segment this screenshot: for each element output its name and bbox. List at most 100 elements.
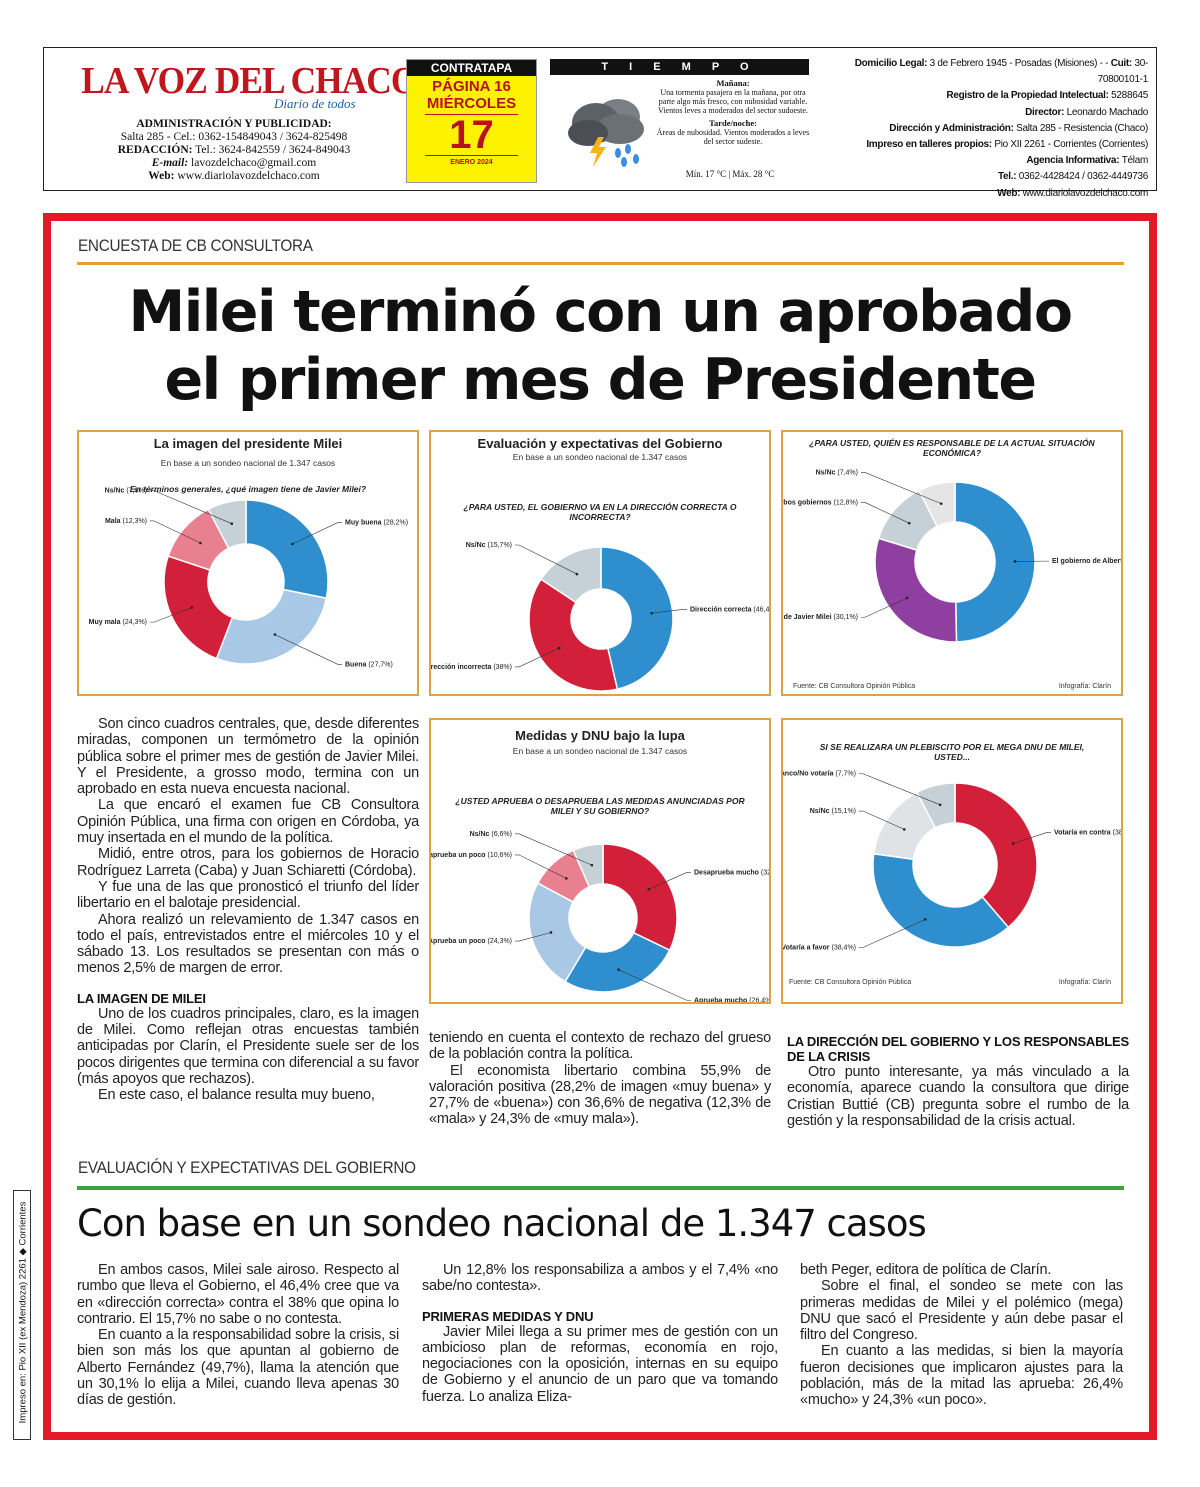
legal-value: Leonardo Machado xyxy=(1066,106,1149,118)
slice-label: Votaría en contra (38,7%) xyxy=(1054,829,1121,836)
bottom-column-1: En ambos casos, Milei sale airoso. Respe… xyxy=(77,1262,399,1409)
chart-subtitle: En base a un sondeo nacional de 1.347 ca… xyxy=(512,746,688,756)
donut-slice xyxy=(918,481,956,528)
leader-line xyxy=(651,609,687,614)
slice-label: Ns/Nc (7,4%) xyxy=(816,469,858,476)
leader-line xyxy=(515,647,560,668)
weather-forecast: Mañana: Una tormenta pasajera en la maña… xyxy=(655,78,811,147)
weather-box: T I E M P O Mañana: Una tormenta pasajer… xyxy=(550,59,809,183)
imagen-paragraphs: Uno de los cuadros principales, claro, e… xyxy=(77,1006,419,1104)
paragraph: Otro punto interesante, ya más vinculado… xyxy=(787,1064,1129,1129)
slice-label: Votaría a favor (38,4%) xyxy=(783,944,856,951)
storm-cloud-icon xyxy=(568,99,644,167)
legal-value: 30-70800101-1 xyxy=(1097,58,1149,86)
legal-label: Impreso en talleres propios: xyxy=(866,139,995,151)
col1-paragraphs: En ambos casos, Milei sale airoso. Respe… xyxy=(77,1262,399,1409)
donut-slice xyxy=(539,546,602,604)
legal-line: Agencia Informativa: Télam xyxy=(818,153,1148,169)
slice-label: Aprueba un poco (24,3%) xyxy=(431,938,512,945)
chart-title: Evaluación y expectativas del Gobierno xyxy=(477,436,723,451)
chart-panel-plebiscito: SI SE REALIZARA UN PLEBISCITO POR EL MEG… xyxy=(781,718,1123,1004)
leader-line xyxy=(515,833,593,866)
donut-slice xyxy=(207,499,247,550)
leader-dot xyxy=(190,606,194,609)
slice-label: Ns/Nc (15,1%) xyxy=(810,808,856,815)
page-number: PÁGINA 16 xyxy=(432,78,511,95)
paragraph: En este caso, el balance resulta muy bue… xyxy=(98,1087,375,1104)
kicker-rule xyxy=(77,262,1124,265)
leader-dot xyxy=(905,596,909,600)
chart-question: ¿PARA USTED, EL GOBIERNO VA EN LA DIRECC… xyxy=(463,502,737,522)
leader-line xyxy=(859,919,926,948)
slice-label: Ns/Nc (15,7%) xyxy=(466,542,512,549)
leader-dot xyxy=(199,541,202,545)
redaccion-label: REDACCIÓN: xyxy=(117,144,193,156)
email-label: E-mail: xyxy=(151,157,189,169)
slice-label: Dirección incorrecta (38%) xyxy=(431,664,512,671)
chart-question: ¿PARA USTED, QUIÉN ES RESPONSABLE DE LA … xyxy=(809,438,1095,458)
forecast-night-text: Áreas de nubosidad. Vientos moderados a … xyxy=(656,128,810,146)
article-mid-column: teniendo en cuenta el contexto de rechaz… xyxy=(429,1030,771,1128)
chart-subtitle: En base a un sondeo nacional de 1.347 ca… xyxy=(512,452,688,462)
web-label: Web: xyxy=(148,170,175,182)
leader-dot xyxy=(565,877,568,880)
admin-contact: ADMINISTRACIÓN Y PUBLICIDAD: Salta 285 -… xyxy=(84,118,384,183)
email-link[interactable]: lavozdelchaco@gmail.com xyxy=(191,157,317,169)
subhead-imagen: LA IMAGEN DE MILEI xyxy=(77,990,206,1006)
legal-line: Dirección y Administración: Salta 285 - … xyxy=(818,121,1148,137)
legal-value: 0362-4428424 / 0362-4449736 xyxy=(1018,171,1149,183)
legal-line: Tel.: 0362-4428424 / 0362-4449736 xyxy=(818,169,1148,185)
web-link[interactable]: www.diariolavozdelchaco.com xyxy=(177,170,320,182)
legal-label: Registro de la Propiedad Intelectual: xyxy=(946,90,1112,102)
leader-dot xyxy=(230,522,234,525)
paragraph: Y fue una de las que pronosticó el triun… xyxy=(77,878,419,912)
leader-dot xyxy=(549,931,553,934)
redaccion-line: Tel.: 3624-842559 / 3624-849043 xyxy=(195,144,351,156)
slice-label: Ns/Nc (6,6%) xyxy=(470,831,512,838)
print-location-sidebar: Impreso en: Pio XII (ex Mendoza) 2261 ◆ … xyxy=(13,1190,31,1440)
forecast-tomorrow-label: Mañana: xyxy=(716,78,750,88)
leader-dot xyxy=(575,572,579,576)
donut-slice xyxy=(245,499,329,600)
legal-label: Tel.: xyxy=(997,171,1019,183)
leader-line xyxy=(648,872,691,890)
legal-label: Domicilio Legal: xyxy=(854,58,930,69)
chart-title: Medidas y DNU bajo la lupa xyxy=(515,728,685,743)
leader-line xyxy=(861,502,910,524)
legal-label: Dirección y Administración: xyxy=(889,122,1017,134)
day-number: 17 xyxy=(425,114,518,156)
leader-dot xyxy=(291,542,294,546)
slice-label: El gobierno de Alberto Fernández (49,7%) xyxy=(1052,558,1121,565)
leader-line xyxy=(515,544,578,575)
paragraph: teniendo en cuenta el contexto de rechaz… xyxy=(429,1030,771,1063)
leader-dot xyxy=(902,828,906,831)
leader-line xyxy=(861,597,908,618)
donut-slice xyxy=(528,882,587,983)
donut-slice xyxy=(602,843,678,952)
leader-line xyxy=(150,607,192,623)
page-date-box: CONTRATAPA PÁGINA 16 MIÉRCOLES 17 ENERO … xyxy=(406,59,537,183)
legal-line: Domicilio Legal: 3 de Febrero 1945 - Pos… xyxy=(818,56,1149,88)
admin-title: ADMINISTRACIÓN Y PUBLICIDAD: xyxy=(136,118,332,130)
leader-dot xyxy=(647,888,651,891)
bottom-column-3: beth Peger, editora de política de Clarí… xyxy=(800,1262,1123,1409)
paragraph: Javier Milei llega a su primer mes de ge… xyxy=(422,1323,778,1405)
slice-label: Muy mala (24,3%) xyxy=(89,619,147,626)
headline-line-2: el primer mes de Presidente xyxy=(164,347,1037,413)
legal-label: Agencia Informativa: xyxy=(1026,155,1122,167)
paragraph: Sobre el final, el sondeo se mete con la… xyxy=(800,1278,1123,1344)
leader-dot xyxy=(617,968,620,972)
legal-value: Salta 285 - Resistencia (Chaco) xyxy=(1016,122,1148,134)
newspaper-logo[interactable]: LA VOZ DEL CHACO xyxy=(70,62,418,100)
leader-dot xyxy=(650,611,653,615)
chart-question: SI SE REALIZARA UN PLEBISCITO POR EL MEG… xyxy=(819,742,1085,762)
slice-label: Desaprueba un poco (10,6%) xyxy=(431,852,512,859)
legal-value: www.diariolavozdelchaco.com xyxy=(1022,187,1149,199)
slice-label: Desaprueba mucho (32,2%) xyxy=(694,869,769,876)
donut-chart-direccion: Dirección correcta (46,4%) Dirección inco… xyxy=(431,542,769,692)
paragraph: La que encaró el examen fue CB Consultor… xyxy=(77,797,419,847)
article-intro-column: Son cinco cuadros centrales, que, desde … xyxy=(77,716,419,1104)
donut-chart-plebiscito: Votaría en contra (38,7%) Votaría a favor… xyxy=(783,771,1121,952)
donut-chart-medidas: Desaprueba mucho (32,2%) Aprueba mucho (2… xyxy=(431,831,769,1002)
leader-dot xyxy=(923,918,927,921)
